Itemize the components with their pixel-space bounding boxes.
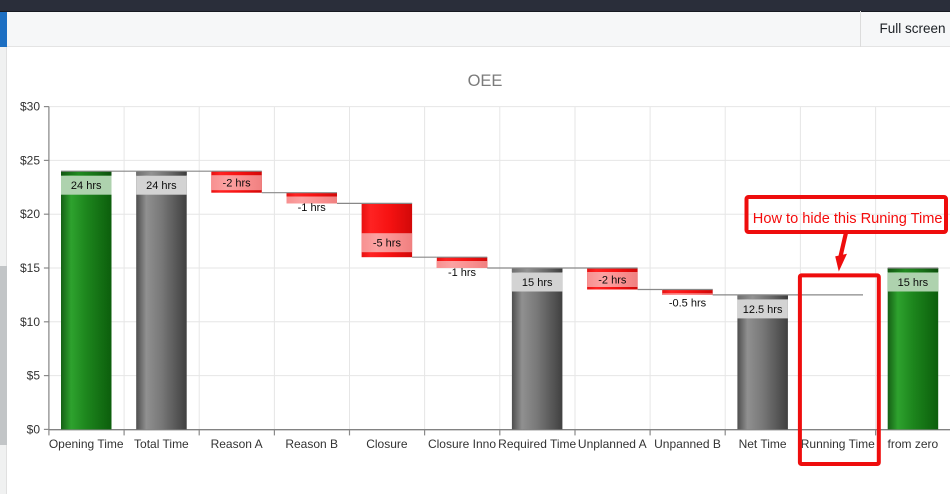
svg-text:Closure: Closure (366, 437, 408, 451)
svg-text:Total Time: Total Time (134, 437, 189, 451)
svg-text:Unpanned B: Unpanned B (654, 437, 721, 451)
svg-text:Opening Time: Opening Time (49, 437, 124, 451)
svg-text:$5: $5 (27, 369, 41, 383)
svg-text:Required Time: Required Time (498, 437, 576, 451)
svg-text:-1 hrs: -1 hrs (448, 267, 477, 279)
svg-text:$15: $15 (20, 261, 40, 275)
svg-text:Net Time: Net Time (739, 437, 787, 451)
svg-text:-2 hrs: -2 hrs (223, 178, 252, 190)
svg-text:$10: $10 (20, 315, 40, 329)
svg-text:$25: $25 (20, 153, 40, 167)
svg-text:24 hrs: 24 hrs (71, 180, 102, 192)
svg-text:from zero: from zero (888, 437, 939, 451)
svg-text:Reason A: Reason A (211, 437, 263, 451)
svg-text:OEE: OEE (468, 72, 503, 90)
svg-text:Unplanned A: Unplanned A (578, 437, 647, 451)
svg-text:How to hide this Runing Time: How to hide this Runing Time (753, 210, 943, 227)
svg-text:Reason B: Reason B (285, 437, 338, 451)
svg-text:-1 hrs: -1 hrs (298, 202, 327, 214)
svg-text:-5 hrs: -5 hrs (373, 238, 402, 250)
svg-text:15 hrs: 15 hrs (522, 277, 553, 289)
svg-text:24 hrs: 24 hrs (146, 180, 177, 192)
svg-text:$30: $30 (20, 100, 40, 114)
svg-text:12.5 hrs: 12.5 hrs (743, 304, 783, 316)
svg-text:$20: $20 (20, 207, 40, 221)
svg-text:15 hrs: 15 hrs (898, 277, 929, 289)
svg-text:$0: $0 (27, 422, 41, 436)
svg-text:-0.5 hrs: -0.5 hrs (669, 298, 707, 310)
svg-text:-2 hrs: -2 hrs (598, 275, 627, 287)
svg-text:Running Time: Running Time (801, 437, 875, 451)
svg-text:Closure Inno: Closure Inno (428, 437, 496, 451)
